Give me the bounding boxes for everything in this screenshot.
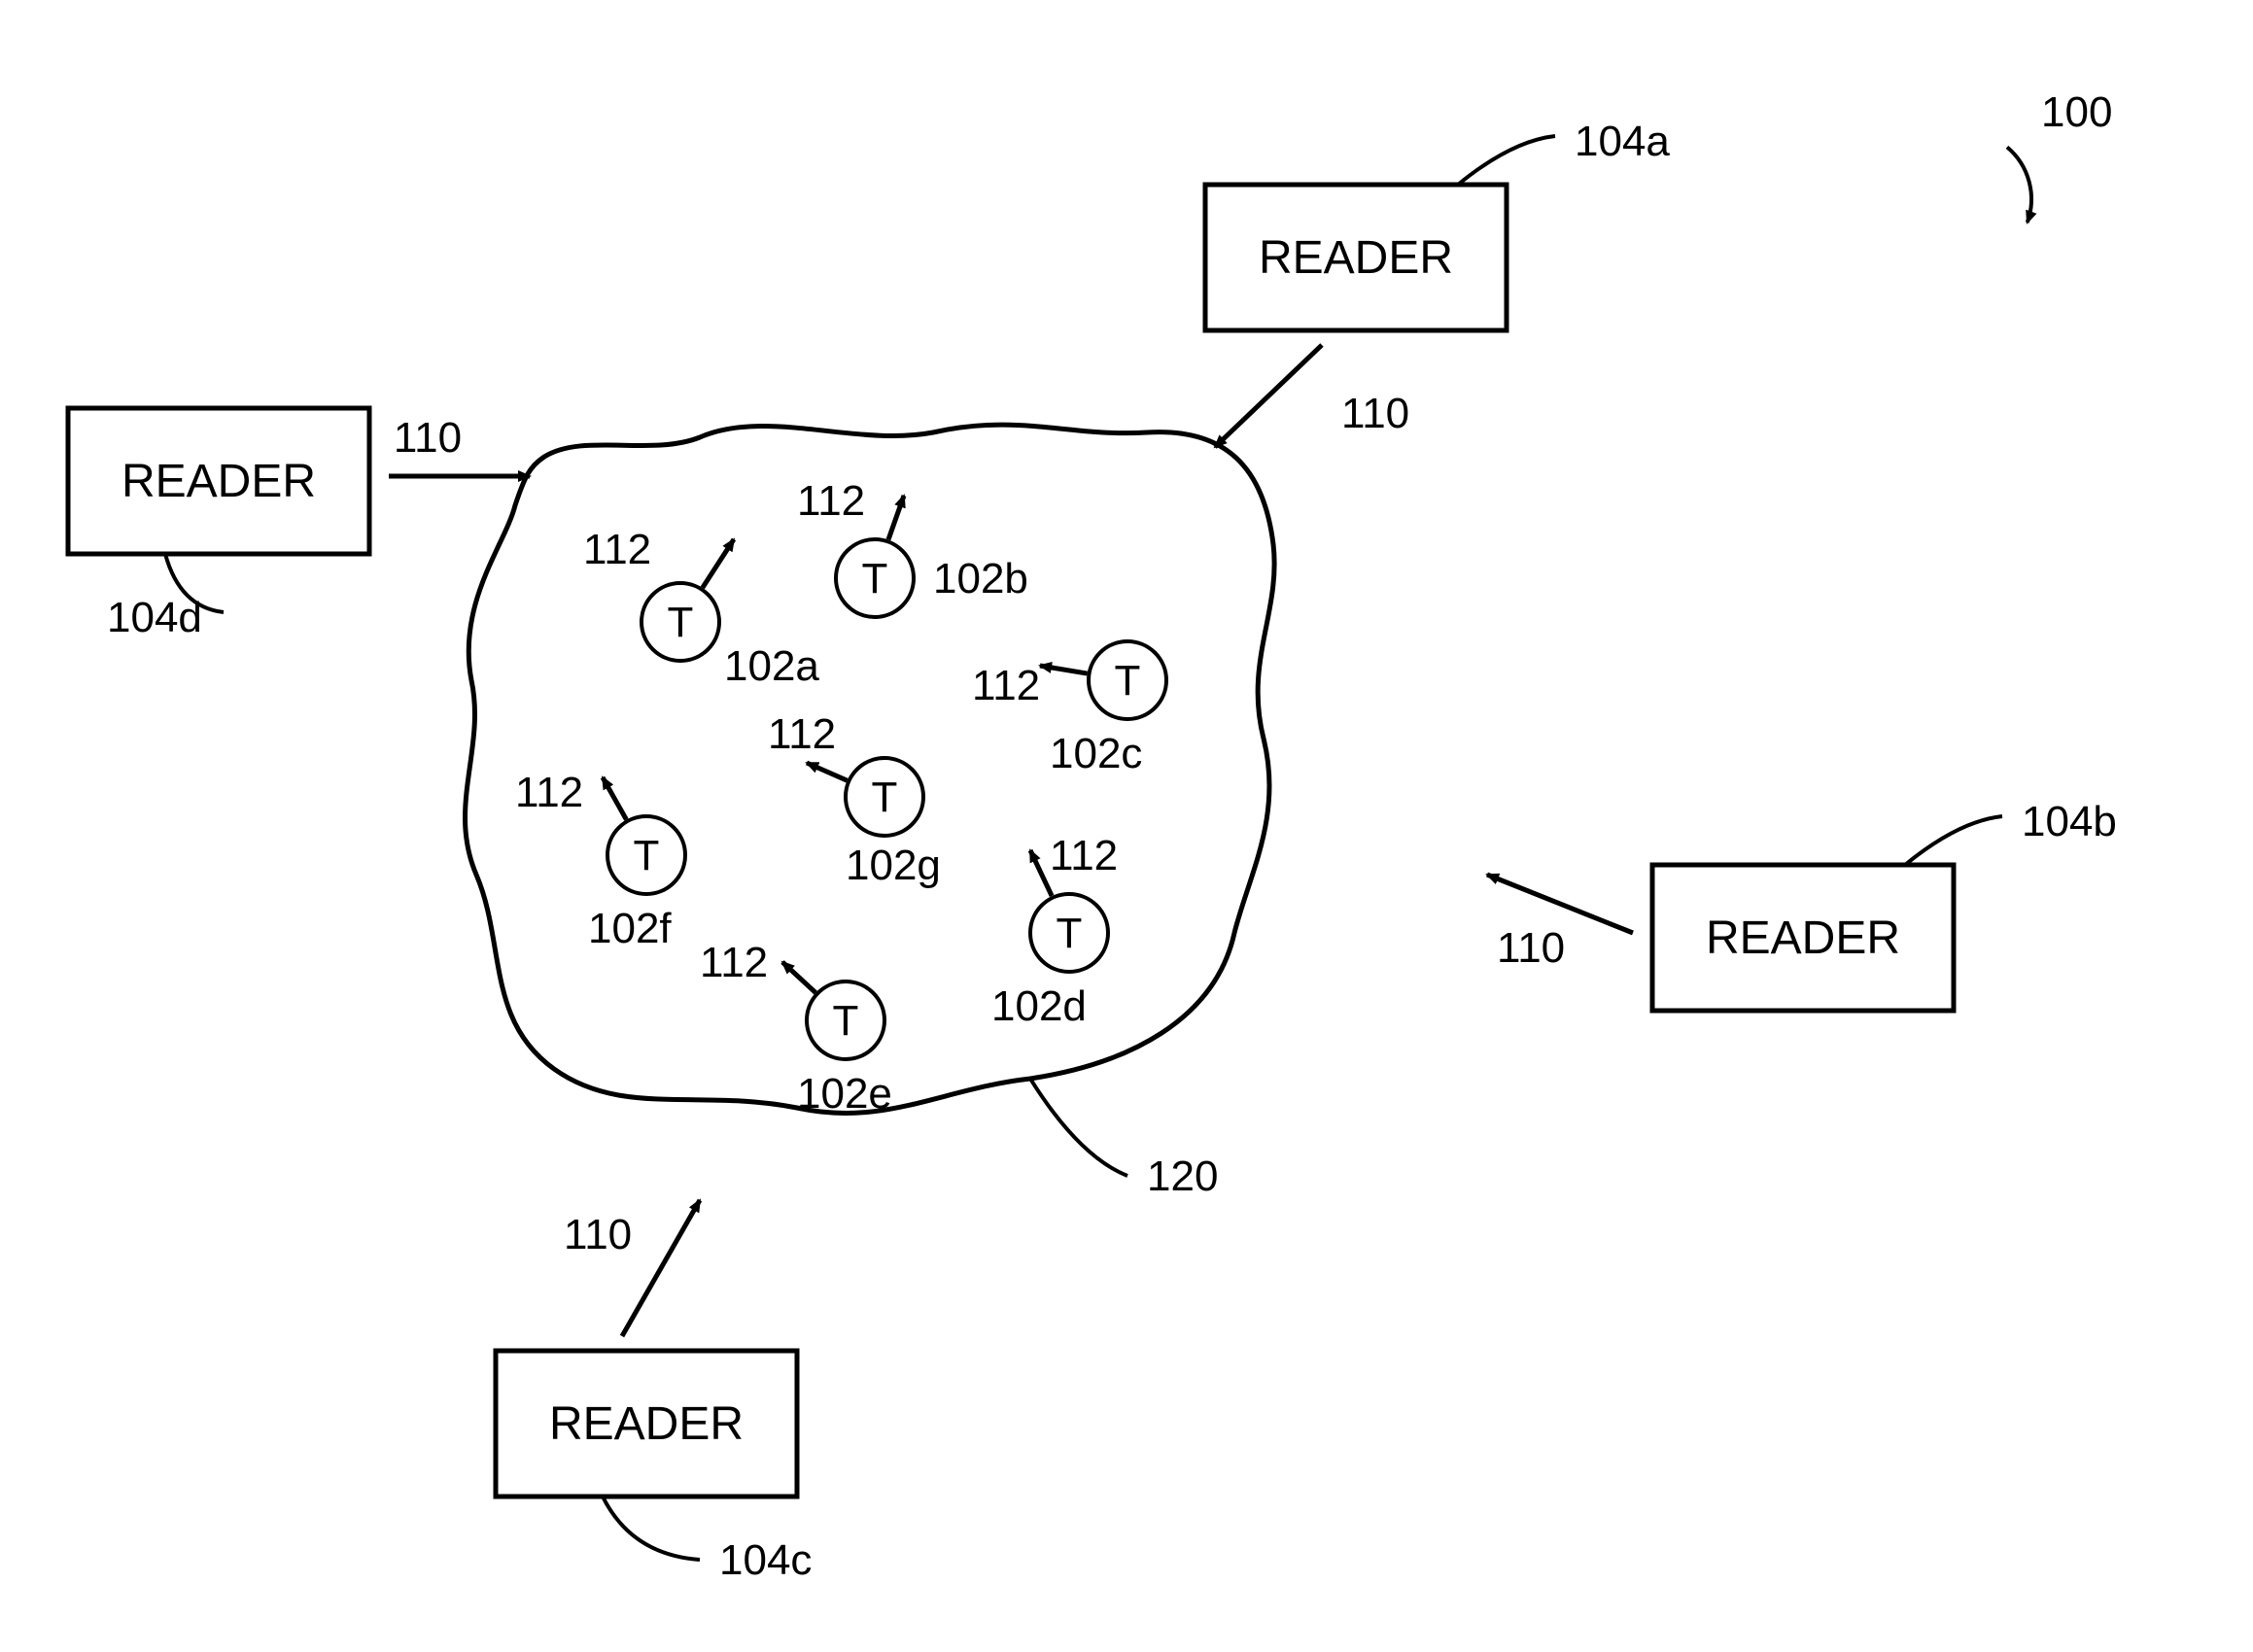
reader-arrow-label-104c: 110	[564, 1211, 632, 1258]
reader-leader-104c	[603, 1497, 700, 1560]
reader-arrow-label-104a: 110	[1341, 390, 1409, 437]
reader-ref-104b: 104b	[2022, 798, 2117, 845]
tag-signal-arrow-102g	[807, 763, 848, 780]
tag-signal-label-102f: 112	[515, 769, 583, 816]
tag-letter-102a: T	[668, 599, 694, 646]
tag-ref-102c: 102c	[1050, 730, 1142, 777]
reader-arrow-label-104b: 110	[1497, 924, 1565, 972]
tag-signal-label-102c: 112	[972, 662, 1040, 709]
tag-signal-arrow-102e	[782, 962, 815, 993]
tag-letter-102e: T	[833, 997, 859, 1045]
blob-ref-label: 120	[1147, 1153, 1218, 1200]
reader-arrow-label-104d: 110	[394, 414, 462, 462]
tag-letter-102c: T	[1115, 657, 1141, 705]
tag-signal-label-102a: 112	[583, 526, 651, 573]
figure-ref-label: 100	[2041, 88, 2112, 136]
reader-leader-104a	[1458, 136, 1555, 185]
tag-signal-label-102b: 112	[797, 477, 865, 525]
tag-letter-102f: T	[634, 832, 660, 879]
tag-ref-102g: 102g	[846, 842, 941, 889]
reader-ref-104c: 104c	[719, 1536, 812, 1584]
tag-ref-102e: 102e	[797, 1070, 892, 1118]
reader-arrow-104a	[1215, 345, 1322, 447]
reader-label-104c: READER	[549, 1398, 744, 1450]
tag-ref-102b: 102b	[933, 555, 1028, 602]
tag-signal-label-102d: 112	[1050, 832, 1118, 879]
tag-letter-102d: T	[1057, 910, 1083, 957]
reader-ref-104a: 104a	[1575, 118, 1670, 165]
tag-signal-arrow-102d	[1030, 850, 1052, 896]
figure-ref-arrow	[2007, 147, 2031, 223]
tag-signal-label-102g: 112	[768, 710, 836, 758]
tag-signal-label-102e: 112	[700, 939, 768, 986]
tag-ref-102f: 102f	[588, 905, 672, 952]
reader-label-104b: READER	[1706, 912, 1900, 964]
tag-ref-102a: 102a	[724, 642, 819, 690]
tag-signal-arrow-102c	[1040, 666, 1088, 673]
tag-letter-102g: T	[872, 774, 898, 821]
reader-arrow-104c	[622, 1200, 700, 1336]
blob-ref-leader	[1030, 1079, 1127, 1176]
tag-signal-arrow-102f	[603, 777, 626, 819]
reader-ref-104d: 104d	[107, 594, 202, 641]
reader-label-104a: READER	[1259, 232, 1453, 284]
tag-ref-102d: 102d	[991, 982, 1087, 1030]
tag-signal-arrow-102b	[888, 496, 904, 539]
reader-leader-104b	[1905, 816, 2002, 865]
reader-label-104d: READER	[121, 456, 316, 507]
tag-signal-arrow-102a	[703, 539, 734, 588]
tag-letter-102b: T	[862, 555, 888, 602]
